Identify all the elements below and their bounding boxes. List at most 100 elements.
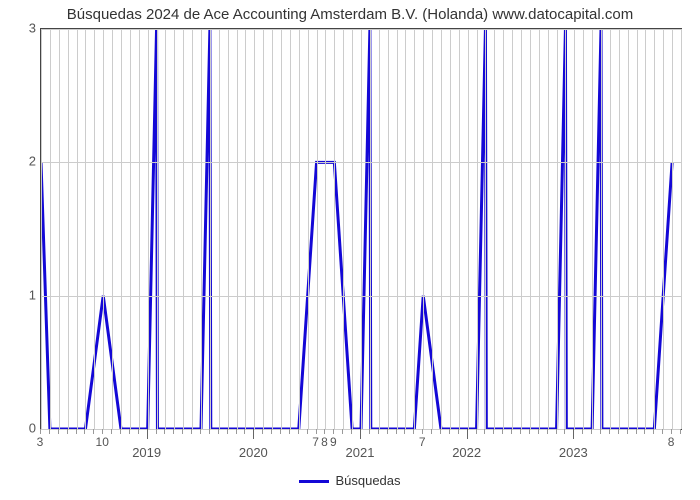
x-minor-tick [547, 429, 548, 434]
gridline-vertical [530, 29, 531, 429]
x-minor-label: 7 [312, 435, 319, 449]
gridline-vertical [165, 29, 166, 429]
x-minor-tick [627, 429, 628, 434]
gridline-vertical [343, 29, 344, 429]
x-minor-tick [644, 429, 645, 434]
x-minor-tick [431, 429, 432, 434]
gridline-vertical [459, 29, 460, 429]
x-minor-tick [591, 429, 592, 434]
gridline-vertical [512, 29, 513, 429]
gridline-vertical [637, 29, 638, 429]
gridline-vertical [601, 29, 602, 429]
gridline-vertical [228, 29, 229, 429]
gridline-vertical [254, 29, 255, 429]
x-minor-tick [378, 429, 379, 434]
gridline-vertical [468, 29, 469, 429]
x-minor-label: 8 [321, 435, 328, 449]
x-minor-tick [449, 429, 450, 434]
x-minor-tick [671, 429, 672, 434]
gridline-vertical [210, 29, 211, 429]
gridline-vertical [130, 29, 131, 429]
gridline-vertical [174, 29, 175, 429]
gridline-vertical [59, 29, 60, 429]
gridline-vertical [192, 29, 193, 429]
gridline-vertical [432, 29, 433, 429]
x-minor-label: 10 [96, 435, 109, 449]
x-minor-tick [138, 429, 139, 434]
x-minor-tick [271, 429, 272, 434]
x-minor-tick [556, 429, 557, 434]
y-tick-label: 2 [18, 154, 36, 169]
x-minor-tick [458, 429, 459, 434]
x-minor-tick [404, 429, 405, 434]
gridline-vertical [557, 29, 558, 429]
x-minor-tick [333, 429, 334, 434]
x-minor-tick [67, 429, 68, 434]
gridline-vertical [263, 29, 264, 429]
x-minor-tick [129, 429, 130, 434]
x-minor-tick [636, 429, 637, 434]
gridline-vertical [237, 29, 238, 429]
x-minor-tick [262, 429, 263, 434]
gridline-vertical [94, 29, 95, 429]
gridline-vertical [388, 29, 389, 429]
gridline-vertical [405, 29, 406, 429]
y-tick-label: 1 [18, 287, 36, 302]
x-minor-tick [476, 429, 477, 434]
x-year-label: 2021 [346, 445, 375, 460]
gridline-vertical [592, 29, 593, 429]
gridline-vertical [663, 29, 664, 429]
gridline-vertical [628, 29, 629, 429]
x-minor-tick [191, 429, 192, 434]
line-chart: Búsquedas 2024 de Ace Accounting Amsterd… [0, 0, 700, 500]
x-minor-tick [40, 429, 41, 434]
x-minor-tick [298, 429, 299, 434]
y-tick-label: 3 [18, 21, 36, 36]
chart-title: Búsquedas 2024 de Ace Accounting Amsterd… [0, 6, 700, 23]
x-minor-tick [236, 429, 237, 434]
x-minor-tick [618, 429, 619, 434]
x-minor-tick [209, 429, 210, 434]
gridline-vertical [548, 29, 549, 429]
x-year-label: 2020 [239, 445, 268, 460]
y-tick-label: 0 [18, 421, 36, 436]
x-minor-tick [164, 429, 165, 434]
legend-label: Búsquedas [335, 473, 400, 488]
gridline-vertical [379, 29, 380, 429]
gridline-vertical [423, 29, 424, 429]
gridline-vertical [245, 29, 246, 429]
x-minor-tick [280, 429, 281, 434]
x-minor-tick [58, 429, 59, 434]
x-minor-tick [182, 429, 183, 434]
x-minor-tick [653, 429, 654, 434]
gridline-vertical [370, 29, 371, 429]
x-minor-tick [520, 429, 521, 434]
gridline-vertical [281, 29, 282, 429]
x-minor-tick [307, 429, 308, 434]
x-major-tick [147, 429, 148, 439]
x-minor-tick [316, 429, 317, 434]
legend: Búsquedas [0, 473, 700, 488]
gridline-vertical [654, 29, 655, 429]
x-year-label: 2022 [452, 445, 481, 460]
gridline-vertical [103, 29, 104, 429]
x-minor-tick [244, 429, 245, 434]
gridline-vertical [272, 29, 273, 429]
gridline-vertical [325, 29, 326, 429]
x-minor-tick [200, 429, 201, 434]
gridline-vertical [121, 29, 122, 429]
gridline-vertical [85, 29, 86, 429]
plot-area [40, 28, 682, 430]
gridline-vertical [308, 29, 309, 429]
gridline-vertical [183, 29, 184, 429]
gridline-vertical [68, 29, 69, 429]
x-minor-tick [227, 429, 228, 434]
x-minor-label: 7 [419, 435, 426, 449]
gridline-vertical [352, 29, 353, 429]
gridline-vertical [521, 29, 522, 429]
x-minor-tick [396, 429, 397, 434]
x-minor-tick [422, 429, 423, 434]
x-minor-tick [493, 429, 494, 434]
x-minor-tick [76, 429, 77, 434]
x-minor-tick [218, 429, 219, 434]
